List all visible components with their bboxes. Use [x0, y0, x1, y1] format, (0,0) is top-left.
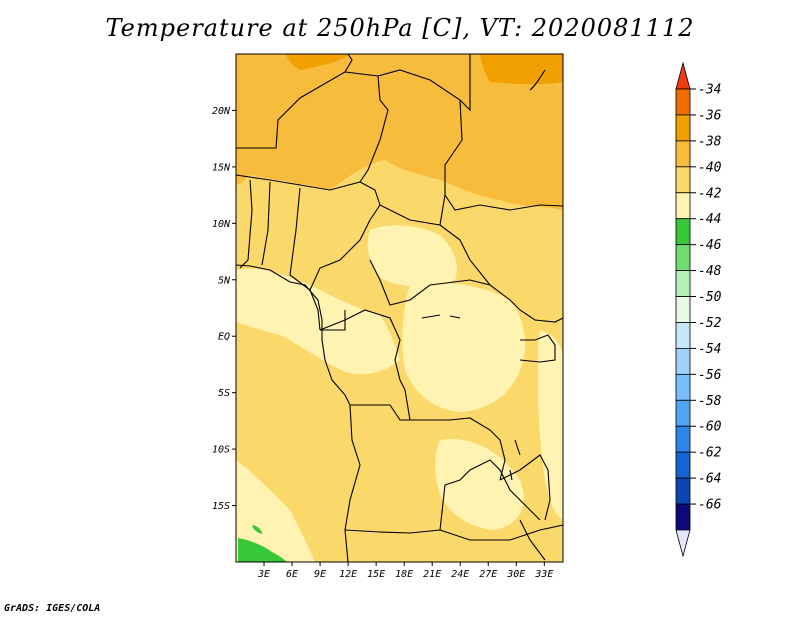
lon-tick-label: 27E — [479, 569, 497, 580]
lat-tick-label: EQ — [218, 332, 230, 343]
lon-tick-label: 33E — [534, 569, 553, 580]
colorbar-top-arrow — [675, 61, 691, 90]
shade-band-42a — [236, 268, 400, 375]
lon-tick-label: 9E — [314, 569, 326, 580]
shade-band-42f — [236, 460, 315, 562]
shade-band-42b — [402, 282, 526, 412]
shade-band-38b — [236, 54, 380, 185]
shade-band-36b — [286, 54, 350, 70]
colorbar-level-label: -38 — [698, 134, 722, 149]
lon-tick-label: 30E — [506, 569, 525, 580]
shade-band-44 — [238, 538, 287, 562]
colorbar-swatch — [675, 503, 691, 531]
chart-title: Temperature at 250hPa [C], VT: 202008111… — [105, 14, 695, 42]
colorbar-swatch — [675, 425, 691, 453]
colorbar-level-label: -40 — [698, 160, 722, 175]
colorbar-swatch — [675, 296, 691, 323]
colorbar-level-label: -50 — [698, 290, 722, 305]
colorbar-swatch — [675, 348, 691, 375]
colorbar-level-label: -60 — [698, 420, 722, 435]
lon-tick-label: 24E — [451, 569, 469, 580]
colorbar-level-label: -54 — [698, 342, 721, 357]
lat-tick-label: 15S — [212, 501, 230, 512]
colorbar-bottom-arrow — [675, 529, 691, 558]
lat-tick-label: 5N — [218, 275, 231, 286]
colorbar-level-label: -62 — [698, 446, 722, 461]
lon-tick-label: 21E — [423, 569, 441, 580]
colorbar-level-label: -48 — [698, 264, 722, 279]
shade-band-42e — [537, 330, 563, 520]
colorbar-swatch — [675, 451, 691, 479]
colorbar-swatch — [675, 477, 691, 505]
colorbar-swatch — [675, 192, 691, 220]
colorbar-swatch — [675, 88, 691, 116]
lon-tick-label: 6E — [286, 569, 298, 580]
colorbar-swatch — [675, 244, 691, 271]
country-borders — [236, 54, 563, 562]
colorbar-swatch — [675, 270, 691, 297]
temperature-field — [236, 54, 563, 562]
colorbar-level-label: -64 — [698, 472, 721, 487]
colorbar-level-label: -58 — [698, 394, 722, 409]
colorbar-level-label: -42 — [698, 186, 722, 201]
colorbar-level-label: -56 — [698, 368, 722, 383]
shade-band-44b — [252, 525, 262, 534]
lon-tick-label: 12E — [339, 569, 357, 580]
map-frame — [235, 53, 564, 563]
colorbar-level-label: -46 — [698, 238, 722, 253]
colorbar-swatch — [675, 218, 691, 246]
colorbar-swatch — [675, 373, 691, 401]
lon-tick-label: 18E — [395, 569, 413, 580]
lat-tick-label: 10N — [212, 219, 231, 230]
lon-tick-label: 3E — [257, 569, 270, 580]
colorbar-swatch — [675, 114, 691, 142]
latitude-axis: 20N 15N 10N 5N EQ 5S 10S 15S — [212, 106, 236, 512]
lat-tick-label: 10S — [212, 445, 230, 456]
shade-band-42c — [367, 225, 457, 287]
lon-tick-label: 15E — [367, 569, 385, 580]
colorbar-swatch — [675, 140, 691, 168]
colorbar-level-label: -34 — [698, 83, 721, 98]
coastline — [236, 69, 546, 481]
colorbar-level-label: -44 — [698, 212, 721, 227]
colorbar-level-label: -36 — [698, 108, 722, 123]
longitude-axis: 3E 6E 9E 12E 15E 18E 21E 24E 27E 30E 33E — [257, 562, 553, 580]
shade-band-36 — [480, 54, 563, 85]
lat-tick-label: 20N — [212, 106, 231, 117]
credit-text: GrADS: IGES/COLA — [4, 603, 101, 614]
colorbar-swatch — [675, 166, 691, 194]
colorbar-level-label: -66 — [698, 498, 722, 513]
colorbar-level-label: -52 — [698, 316, 722, 331]
lat-tick-label: 5S — [218, 388, 230, 399]
colorbar-swatch — [675, 399, 691, 427]
colorbar-swatch — [675, 322, 691, 349]
shade-band-42d — [435, 439, 524, 530]
colorbar: -34 -36 -38 -40 -42 -44 -46 -48 -50 -52 -54 -56 -58 -… — [675, 61, 722, 558]
lat-tick-label: 15N — [212, 162, 231, 173]
